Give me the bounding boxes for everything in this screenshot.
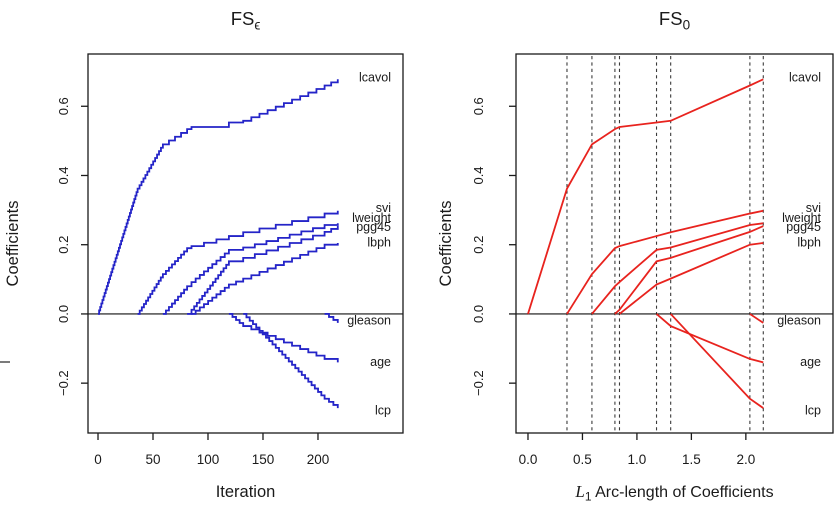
x-tick-label: 0.0 [519,452,538,467]
series-label-pgg45: pgg45 [786,220,821,234]
y-tick-label: 0.6 [56,97,71,115]
y-axis-title: Coefficients [437,201,455,287]
fs-zero-path-gleason [749,313,764,324]
fs-epsilon-path-age [228,313,339,363]
fs-zero-path-pgg45 [614,225,764,315]
series-label-lweight: lweight [782,211,821,225]
fs-epsilon-path-lcp [243,313,339,409]
x-tick-label: 50 [145,452,160,467]
series-label-pgg45: pgg45 [356,220,391,234]
x-tick-label: 1.0 [628,452,647,467]
series-label-lbph: lbph [797,235,821,249]
series-label-lcp: lcp [805,404,821,418]
x-tick-label: 150 [252,452,275,467]
y-tick-label: 0.4 [471,166,486,184]
y-tick-label: 0.4 [56,166,71,184]
y-tick-label: 0.2 [56,236,71,254]
panel-title-fs-zero: FS0 [659,8,690,33]
x-tick-label: 200 [307,452,330,467]
y-axis-title: Coefficients [4,201,22,287]
fs-epsilon-path-lbph [191,242,339,315]
x-tick-label: 0 [94,452,102,467]
fs-zero-path-age [655,313,764,364]
fs-zero-path-svi [566,209,764,315]
x-tick-label: 100 [197,452,220,467]
series-label-lcavol: lcavol [359,70,391,84]
fs-zero-path-lcp [670,313,764,409]
y-tick-label: −0.2 [56,370,71,396]
fs-epsilon-path-svi [137,210,339,315]
fs-epsilon-path-gleason [324,313,339,323]
series-label-lcavol: lcavol [789,70,821,84]
x-tick-label: 0.5 [573,452,592,467]
y-tick-label: 0.0 [56,305,71,323]
plot-box [515,53,834,434]
fs-zero-path-lcavol [527,78,764,315]
series-label-gleason: gleason [777,314,821,328]
y-tick-label: −0.2 [471,370,486,396]
y-tick-label: 0.0 [471,305,486,323]
fs-epsilon-path-pgg45 [187,226,339,315]
series-label-lbph: lbph [367,235,391,249]
panel-fs-zero: 0.0 0.5 1.0 1.5 2.0 0.6 0.4 0.2 0.0 −0.2 lcavol svi… [437,8,834,504]
panel-fs-epsilon: 0 50 100 150 200 0.6 0.4 0.2 0.0 −0.2 lcavol svilwe… [4,8,404,501]
series-label-age: age [370,355,391,369]
series-label-lcp: lcp [375,404,391,418]
series-label-svi: svi [376,201,391,215]
series-label-age: age [800,355,821,369]
panel-title-fs-epsilon: FSϵ [231,8,261,33]
series-label-gleason: gleason [347,314,391,328]
x-axis-title: L1 Arc-length of Coefficients [574,482,773,504]
series-label-svi: svi [806,201,821,215]
fs-zero-path-lbph [618,242,764,315]
fs-epsilon-path-lcavol [98,79,339,315]
y-tick-label: 0.2 [471,236,486,254]
x-tick-label: 1.5 [682,452,701,467]
x-axis-title: Iteration [216,483,276,501]
x-tick-label: 2.0 [736,452,755,467]
y-tick-label: 0.6 [471,97,486,115]
fs-zero-path-lweight [591,222,764,315]
series-label-lweight: lweight [352,211,391,225]
fs-epsilon-path-lweight [162,223,339,315]
plot-box [87,53,404,434]
